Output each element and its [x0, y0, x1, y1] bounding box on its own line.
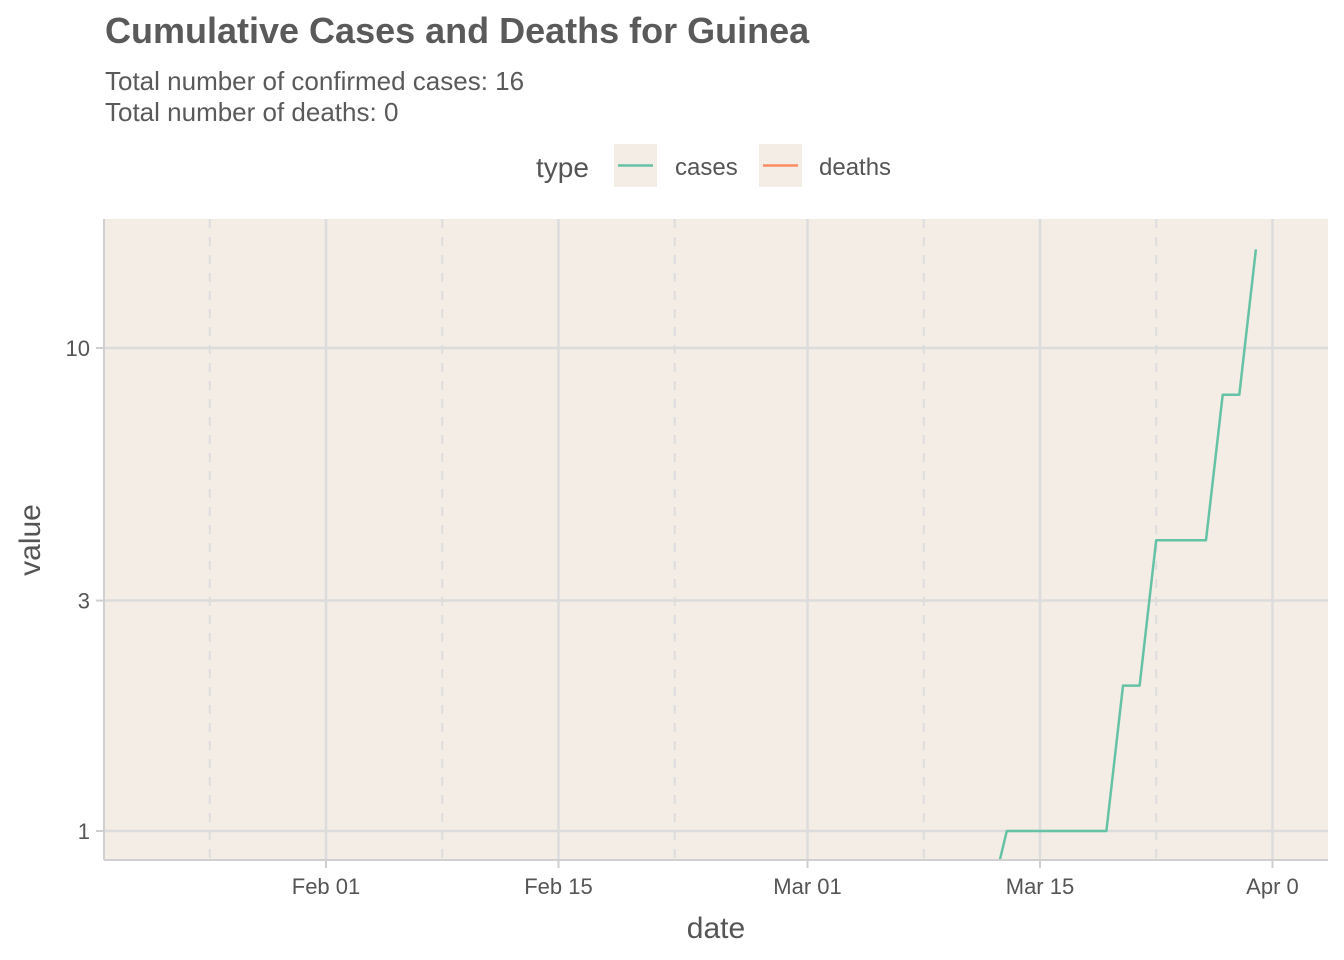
chart-subtitle: Total number of confirmed cases: 16 Tota…	[105, 66, 524, 128]
x-tick-label: Mar 01	[773, 874, 841, 899]
series-line-cases	[998, 249, 1258, 860]
x-tick-label: Feb 15	[524, 874, 593, 899]
y-tick-label: 3	[78, 589, 90, 614]
series-layer	[998, 249, 1258, 860]
y-tick-label: 10	[66, 336, 90, 361]
x-tick-label: Mar 15	[1006, 874, 1074, 899]
subtitle-cases-line: Total number of confirmed cases: 16	[105, 66, 525, 96]
grid-lines	[104, 219, 1328, 860]
x-tick-label: Feb 01	[292, 874, 361, 899]
y-tick-label: 1	[78, 819, 90, 844]
plot-panel	[104, 219, 1328, 860]
x-tick-label: Apr 0	[1246, 874, 1299, 899]
legend: type cases deaths	[536, 144, 891, 187]
legend-label-deaths: deaths	[819, 154, 891, 181]
subtitle-deaths-line: Total number of deaths: 0	[105, 97, 399, 127]
x-axis-title: date	[687, 912, 745, 945]
legend-title: type	[536, 152, 589, 183]
legend-label-cases: cases	[675, 154, 738, 181]
chart-title: Cumulative Cases and Deaths for Guinea	[105, 10, 810, 51]
tick-labels: Feb 01 Feb 15 Mar 01 Mar 15 Apr 0 1 3 10	[66, 336, 1299, 899]
y-axis-title: value	[14, 504, 47, 576]
